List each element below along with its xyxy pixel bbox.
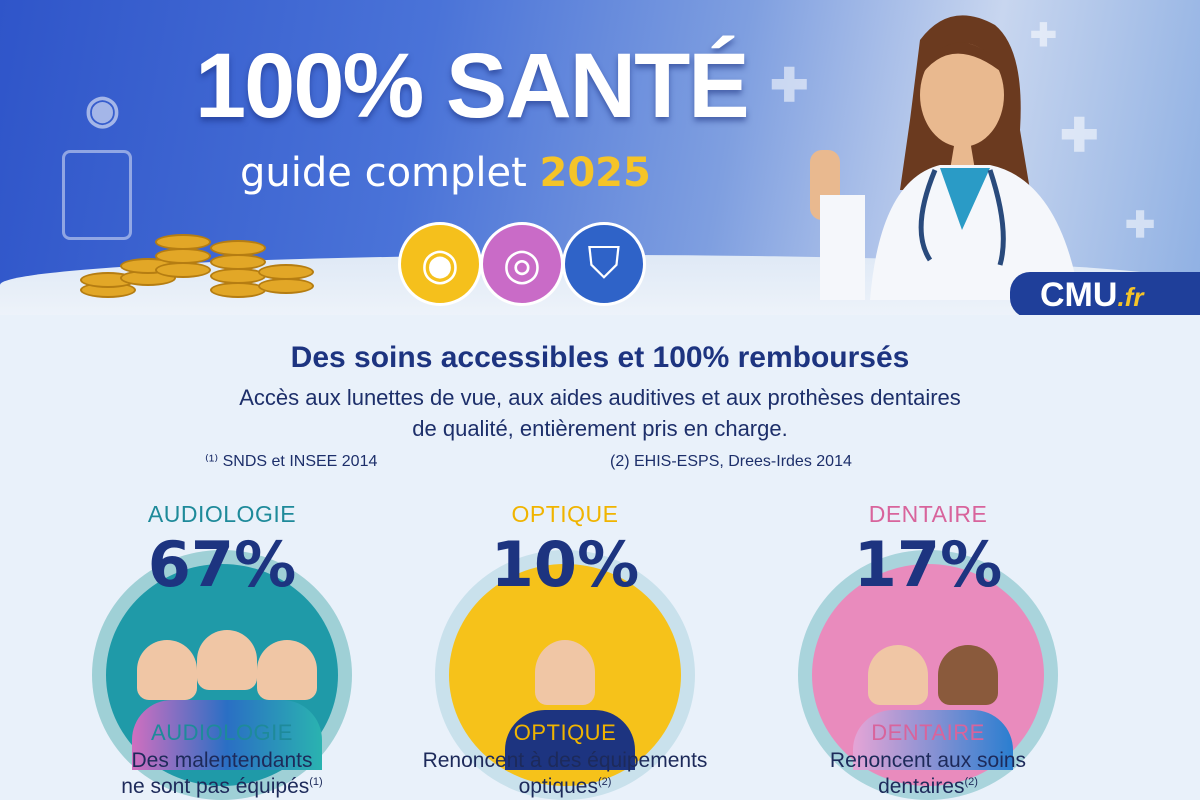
hero-banner: ✚ ✚ ✚ ✚ ◉ 100% SANTÉ guide complet 2025 … [0,0,1200,315]
doctor-illustration [810,15,1080,300]
caption-label: DENTAIRE [871,720,985,745]
stat-dentaire: DENTAIRE 17% [768,500,1088,800]
stat-percent: 17% [853,528,1003,601]
stat-disc [798,550,1058,800]
page-title: 100% SANTÉ [195,35,750,137]
cross-icon: ✚ [1125,204,1156,245]
caption-text: Renoncent à des équipements optiques(2) [395,748,735,800]
subtitle-text: guide complet [240,150,527,196]
cross-icon: ✚ [1060,109,1099,161]
caption-ref: (2) [597,776,612,788]
stat-label: OPTIQUE [511,501,619,527]
brand-badge[interactable]: CMU.fr [1010,272,1200,315]
description-line-2: de qualité, entièrement pris en charge. [412,416,788,441]
stat-caption-dentaire: DENTAIRE Renoncent aux soins dentaires(2) [758,720,1098,800]
stat-caption-optique: OPTIQUE Renoncent à des équipements optiq… [395,720,735,800]
eye-icon: ◎ [480,222,564,306]
stat-audiologie: AUDIOLOGIE 67% [62,500,382,800]
caption-ref: (2) [964,776,978,788]
eye-icon: ◉ [85,88,120,132]
cross-icon: ✚ [770,59,809,111]
caption-line-2: optiques [518,775,598,798]
description-line-1: Accès aux lunettes de vue, aux aides aud… [239,385,961,410]
eye-icon: ◉ [398,222,482,306]
brand-suffix: .fr [1117,282,1144,312]
stat-percent: 10% [490,528,640,601]
caption-line-2: ne sont pas équipés [121,775,310,798]
caption-line-1: Des malentendants [131,749,313,772]
caption-text: Des malentendants ne sont pas équipés(1) [52,748,392,800]
page-subtitle: guide complet 2025 [240,150,651,196]
stat-caption-audiologie: AUDIOLOGIE Des malentendants ne sont pas … [52,720,392,800]
stat-label: DENTAIRE [868,501,988,527]
source-note-1: ⁽¹⁾ SNDS et INSEE 2014 [205,453,378,470]
section-heading: Des soins accessibles et 100% remboursés [290,341,910,374]
stat-label: AUDIOLOGIE [147,501,297,527]
caption-line-1: Renoncent à des équipements [422,749,708,772]
caption-label: AUDIOLOGIE [151,720,293,745]
subtitle-year: 2025 [539,150,651,196]
document-icon [62,150,132,240]
stat-optique: OPTIQUE 10% [405,500,725,800]
cross-icon: ✚ [1030,17,1057,53]
caption-line-1: Renoncent aux soins [829,749,1027,772]
stat-disc [435,550,695,800]
source-note-2: (2) EHIS-ESPS, Drees-Irdes 2014 [610,453,852,470]
caption-label: OPTIQUE [513,720,617,745]
tooth-icon: ⛉ [562,222,646,306]
section-description: Accès aux lunettes de vue, aux aides aud… [0,382,1200,444]
stat-percent: 67% [147,528,297,601]
caption-ref: (1) [309,776,323,788]
stat-disc [92,550,352,800]
brand-name: CMU [1040,276,1118,314]
caption-line-2: dentaires [878,775,965,798]
caption-text: Renoncent aux soins dentaires(2) [758,748,1098,800]
